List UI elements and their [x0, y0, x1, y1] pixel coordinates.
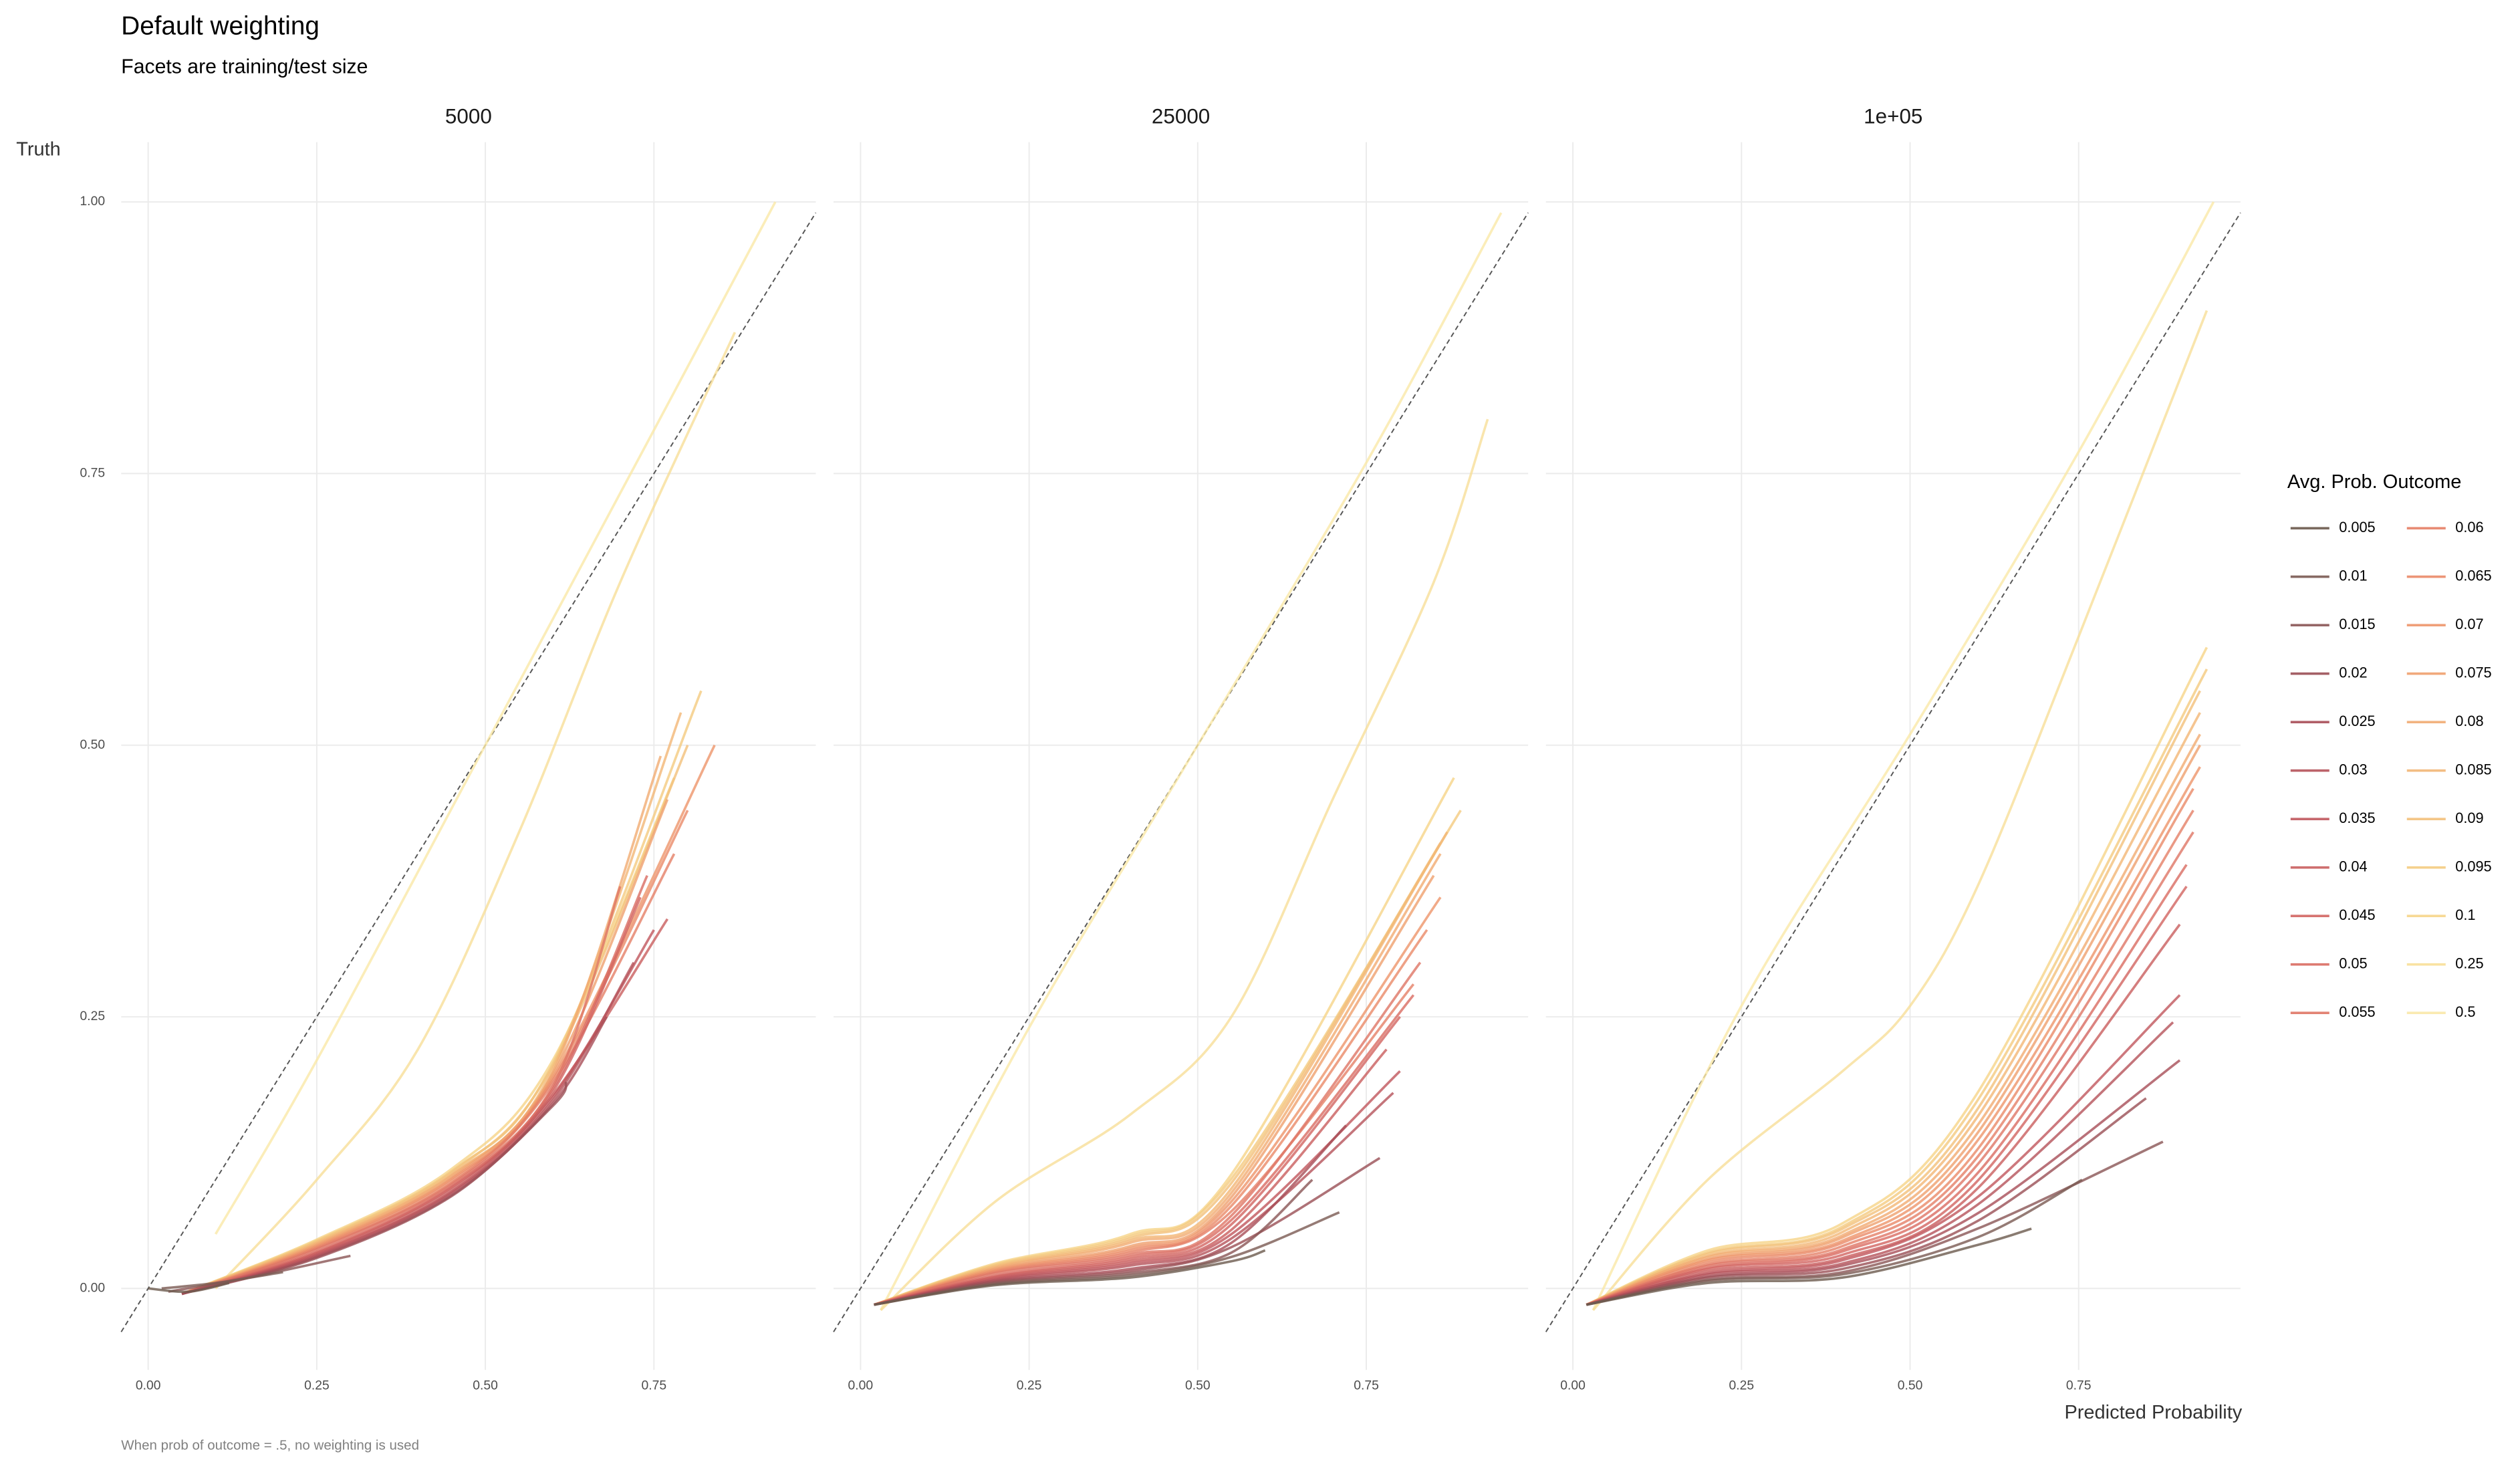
x-tick-label: 0.75 — [642, 1379, 667, 1393]
series-line — [181, 896, 642, 1296]
series-line — [181, 875, 648, 1296]
reference-line — [120, 212, 817, 1332]
legend-label: 0.085 — [2455, 761, 2491, 777]
x-tick-label: 0.75 — [1354, 1379, 1379, 1393]
x-tick-label: 0.25 — [304, 1379, 330, 1393]
legend-label: 0.03 — [2339, 761, 2367, 777]
series-line — [161, 1271, 283, 1290]
x-axis-label: Predicted Probability — [2064, 1402, 2242, 1423]
series-line — [1586, 831, 2194, 1306]
legend-title: Avg. Prob. Outcome — [2287, 471, 2461, 493]
legend-label: 0.055 — [2339, 1003, 2375, 1020]
x-tick-label: 0.00 — [848, 1379, 874, 1393]
legend-label: 0.01 — [2339, 567, 2367, 584]
legend-label: 0.1 — [2455, 906, 2475, 923]
facet-title: 1e+05 — [1864, 105, 1922, 128]
y-tick-label: 0.75 — [80, 466, 106, 480]
x-tick-label: 0.25 — [1729, 1379, 1754, 1393]
series-line — [874, 874, 1435, 1306]
legend-label: 0.08 — [2455, 713, 2483, 729]
series-line — [880, 418, 1489, 1312]
x-tick-label: 0.50 — [1898, 1379, 1923, 1393]
legend-label: 0.07 — [2455, 616, 2483, 632]
caption: When prob of outcome = .5, no weighting … — [121, 1437, 419, 1453]
x-tick-label: 0.50 — [1185, 1379, 1211, 1393]
series-line — [1586, 1179, 2083, 1306]
legend-label: 0.005 — [2339, 519, 2375, 535]
x-tick-label: 0.00 — [1560, 1379, 1586, 1393]
series-line — [214, 201, 777, 1235]
series-line — [874, 1249, 1266, 1306]
series-line — [181, 886, 622, 1296]
series-line — [148, 1282, 230, 1294]
series-line — [1586, 885, 2188, 1306]
legend-label: 0.045 — [2339, 906, 2375, 923]
legend-label: 0.065 — [2455, 567, 2491, 584]
series-line — [1586, 923, 2181, 1306]
series-line — [181, 810, 689, 1296]
chart-subtitle: Facets are training/test size — [121, 55, 368, 78]
legend-label: 0.095 — [2455, 858, 2491, 874]
y-tick-label: 1.00 — [80, 195, 106, 209]
series-line — [1586, 646, 2209, 1306]
legend-label: 0.02 — [2339, 664, 2367, 681]
series-line — [880, 212, 1503, 1311]
x-tick-label: 0.75 — [2066, 1379, 2092, 1393]
series-line — [1586, 766, 2201, 1306]
legend-label: 0.09 — [2455, 810, 2483, 826]
legend-label: 0.015 — [2339, 616, 2375, 632]
legend-label: 0.075 — [2455, 664, 2491, 681]
series-line — [181, 799, 669, 1296]
series-line — [874, 961, 1422, 1306]
reference-line — [1545, 212, 2241, 1332]
series-line — [1586, 1227, 2032, 1306]
y-tick-label: 0.00 — [80, 1281, 106, 1295]
x-tick-label: 0.25 — [1017, 1379, 1042, 1393]
series-line — [1586, 1097, 2147, 1306]
series-line — [1586, 864, 2188, 1306]
series-line — [181, 961, 635, 1296]
facet-title: 5000 — [445, 105, 492, 128]
x-tick-label: 0.00 — [136, 1379, 161, 1393]
series-line — [181, 853, 676, 1296]
series-line — [1592, 201, 2215, 1311]
series-line — [1586, 1021, 2174, 1306]
chart-title: Default weighting — [121, 11, 320, 40]
series-line — [1586, 787, 2194, 1306]
legend-label: 0.04 — [2339, 858, 2367, 874]
legend-label: 0.5 — [2455, 1003, 2475, 1020]
y-tick-label: 0.50 — [80, 738, 106, 752]
legend-label: 0.25 — [2455, 955, 2483, 971]
y-axis-label: Truth — [16, 138, 61, 160]
series-line — [873, 777, 1455, 1306]
series-line — [1586, 690, 2201, 1306]
legend-label: 0.035 — [2339, 810, 2375, 826]
series-line — [215, 332, 737, 1290]
series-line — [1592, 310, 2209, 1312]
y-tick-label: 0.25 — [80, 1009, 106, 1023]
series-line — [1586, 733, 2201, 1306]
series-line — [181, 929, 655, 1296]
legend-label: 0.05 — [2339, 955, 2367, 971]
series-line — [181, 744, 716, 1296]
facet-title: 25000 — [1152, 105, 1210, 128]
legend-label: 0.025 — [2339, 713, 2375, 729]
legend-label: 0.06 — [2455, 519, 2483, 535]
x-tick-label: 0.50 — [473, 1379, 498, 1393]
series-line — [181, 1016, 608, 1296]
